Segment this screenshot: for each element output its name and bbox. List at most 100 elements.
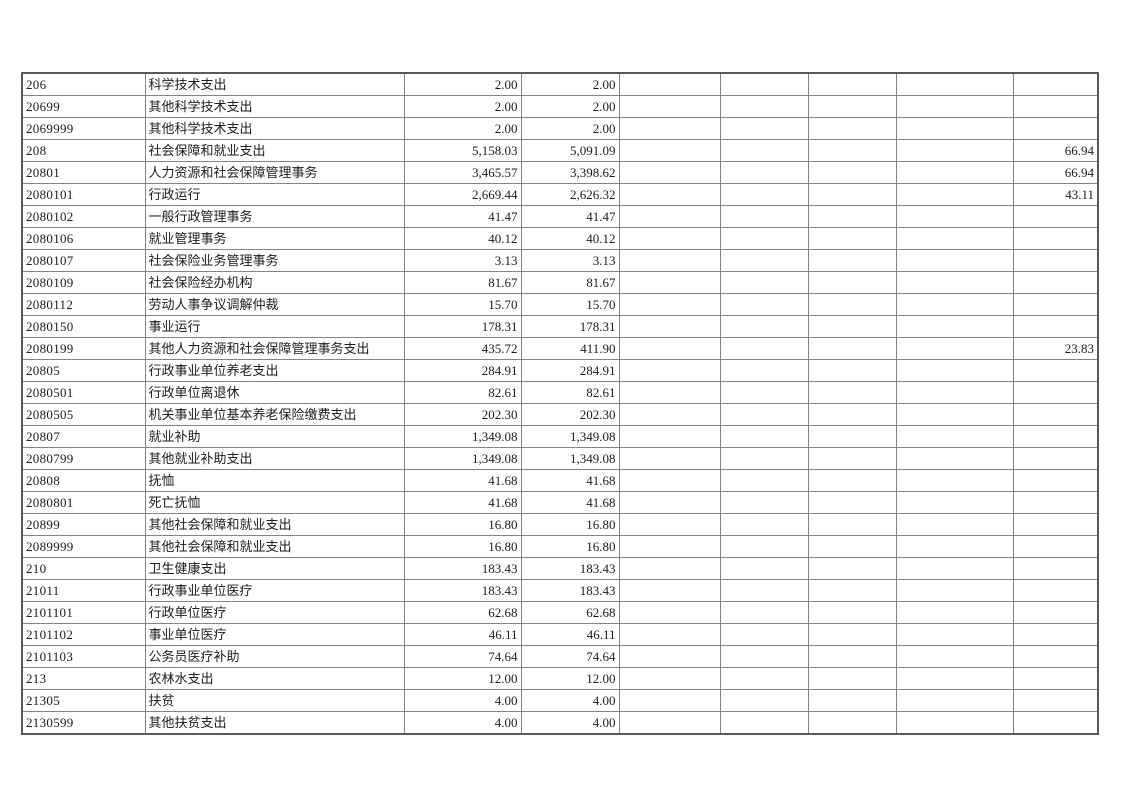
amount-cell: 2,669.44 <box>403 183 522 206</box>
empty-cell <box>618 95 721 118</box>
amount-cell: 81.67 <box>403 271 522 294</box>
empty-cell <box>719 293 809 316</box>
empty-cell <box>895 72 1014 96</box>
empty-cell <box>618 469 721 492</box>
table-row: 20899 其他社会保障和就业支出 16.80 16.80 <box>21 513 1099 536</box>
empty-cell <box>719 645 809 668</box>
amount-cell: 5,091.09 <box>520 139 620 162</box>
empty-cell <box>618 315 721 338</box>
empty-cell <box>719 249 809 272</box>
empty-cell <box>719 623 809 646</box>
amount-cell: 178.31 <box>520 315 620 338</box>
empty-cell <box>895 315 1014 338</box>
code-cell: 20805 <box>21 359 146 382</box>
table-row: 2130599 其他扶贫支出 4.00 4.00 <box>21 711 1099 735</box>
empty-cell <box>895 513 1014 536</box>
amount-cell: 3.13 <box>520 249 620 272</box>
amount-cell <box>1012 359 1099 382</box>
code-cell: 2080199 <box>21 337 146 360</box>
amount-cell: 46.11 <box>520 623 620 646</box>
code-cell: 2101101 <box>21 601 146 624</box>
amount-cell <box>1012 95 1099 118</box>
code-cell: 2080150 <box>21 315 146 338</box>
empty-cell <box>807 711 897 735</box>
amount-cell: 183.43 <box>520 557 620 580</box>
empty-cell <box>719 535 809 558</box>
code-cell: 2080112 <box>21 293 146 316</box>
table-row: 20805 行政事业单位养老支出 284.91 284.91 <box>21 359 1099 382</box>
empty-cell <box>618 557 721 580</box>
empty-cell <box>618 359 721 382</box>
name-cell: 一般行政管理事务 <box>144 205 405 228</box>
amount-cell <box>1012 315 1099 338</box>
empty-cell <box>807 645 897 668</box>
empty-cell <box>895 491 1014 514</box>
empty-cell <box>618 337 721 360</box>
amount-cell <box>1012 227 1099 250</box>
empty-cell <box>807 579 897 602</box>
table-row: 21011 行政事业单位医疗 183.43 183.43 <box>21 579 1099 602</box>
code-cell: 21305 <box>21 689 146 712</box>
table-row: 2080102 一般行政管理事务 41.47 41.47 <box>21 205 1099 228</box>
amount-cell <box>1012 425 1099 448</box>
empty-cell <box>618 403 721 426</box>
table-row: 21305 扶贫 4.00 4.00 <box>21 689 1099 712</box>
amount-cell: 41.68 <box>403 491 522 514</box>
name-cell: 其他就业补助支出 <box>144 447 405 470</box>
amount-cell: 40.12 <box>520 227 620 250</box>
empty-cell <box>807 271 897 294</box>
code-cell: 20808 <box>21 469 146 492</box>
amount-cell <box>1012 667 1099 690</box>
empty-cell <box>618 161 721 184</box>
name-cell: 就业补助 <box>144 425 405 448</box>
amount-cell <box>1012 579 1099 602</box>
amount-cell: 3.13 <box>403 249 522 272</box>
amount-cell <box>1012 601 1099 624</box>
table-row: 2080112 劳动人事争议调解仲裁 15.70 15.70 <box>21 293 1099 316</box>
empty-cell <box>719 139 809 162</box>
name-cell: 事业单位医疗 <box>144 623 405 646</box>
amount-cell <box>1012 689 1099 712</box>
empty-cell <box>618 535 721 558</box>
name-cell: 行政事业单位养老支出 <box>144 359 405 382</box>
amount-cell: 178.31 <box>403 315 522 338</box>
amount-cell: 82.61 <box>403 381 522 404</box>
table-row: 2080150 事业运行 178.31 178.31 <box>21 315 1099 338</box>
empty-cell <box>807 315 897 338</box>
empty-cell <box>895 381 1014 404</box>
code-cell: 210 <box>21 557 146 580</box>
amount-cell: 202.30 <box>520 403 620 426</box>
empty-cell <box>895 601 1014 624</box>
empty-cell <box>895 205 1014 228</box>
empty-cell <box>895 469 1014 492</box>
table-row: 206 科学技术支出 2.00 2.00 <box>21 72 1099 96</box>
name-cell: 其他科学技术支出 <box>144 95 405 118</box>
empty-cell <box>719 315 809 338</box>
amount-cell: 4.00 <box>520 711 620 735</box>
empty-cell <box>895 117 1014 140</box>
amount-cell: 74.64 <box>520 645 620 668</box>
code-cell: 208 <box>21 139 146 162</box>
code-cell: 2069999 <box>21 117 146 140</box>
table-row: 20808 抚恤 41.68 41.68 <box>21 469 1099 492</box>
empty-cell <box>807 337 897 360</box>
table-row: 2101103 公务员医疗补助 74.64 74.64 <box>21 645 1099 668</box>
empty-cell <box>719 403 809 426</box>
empty-cell <box>618 689 721 712</box>
empty-cell <box>719 117 809 140</box>
amount-cell <box>1012 645 1099 668</box>
name-cell: 抚恤 <box>144 469 405 492</box>
table-row: 2080501 行政单位离退休 82.61 82.61 <box>21 381 1099 404</box>
empty-cell <box>807 667 897 690</box>
amount-cell <box>1012 403 1099 426</box>
empty-cell <box>719 601 809 624</box>
name-cell: 行政单位医疗 <box>144 601 405 624</box>
amount-cell <box>1012 293 1099 316</box>
empty-cell <box>895 711 1014 735</box>
amount-cell: 15.70 <box>403 293 522 316</box>
empty-cell <box>719 579 809 602</box>
empty-cell <box>618 579 721 602</box>
empty-cell <box>618 381 721 404</box>
amount-cell: 2,626.32 <box>520 183 620 206</box>
empty-cell <box>618 601 721 624</box>
